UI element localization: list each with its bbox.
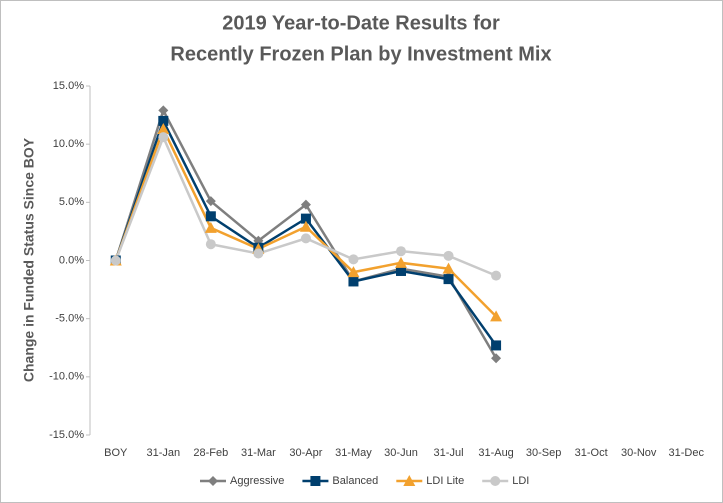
x-tick-label: 31-Jan [146,447,180,459]
y-tick-label: 15.0% [53,80,84,92]
marker [396,265,406,276]
x-tick-label: 28-Feb [193,447,228,459]
x-tick-label: 31-May [335,447,372,459]
legend-label: LDI [512,475,529,487]
marker [204,221,217,233]
marker [158,105,169,116]
x-tick-label: 31-Oct [575,447,608,459]
x-tick-label: 31-Dec [668,447,704,459]
marker [348,254,359,265]
marker [443,250,454,261]
chart-title: Recently Frozen Plan by Investment Mix [170,43,551,65]
marker [490,476,501,486]
y-tick-label: -5.0% [55,313,84,325]
marker [253,248,264,259]
marker [300,199,311,210]
y-tick-label: 0.0% [59,254,84,266]
x-tick-label: 30-Jun [384,447,418,459]
legend-label: Balanced [332,475,378,487]
marker [348,276,359,287]
marker [403,475,416,486]
x-tick-label: 30-Nov [621,447,657,459]
y-tick-label: 5.0% [59,196,84,208]
marker [300,213,311,224]
marker [490,310,503,322]
marker [110,255,121,266]
marker [205,211,216,222]
legend-label: Aggressive [230,475,284,487]
marker [491,270,502,281]
marker [157,123,170,135]
marker [443,274,454,285]
y-tick-label: -10.0% [49,371,84,383]
x-tick-label: 31-Aug [478,447,513,459]
chart-title: 2019 Year-to-Date Results for [222,12,500,34]
x-tick-label: 31-Mar [241,447,276,459]
x-tick-label: BOY [104,447,128,459]
marker [395,256,407,268]
y-tick-label: 10.0% [53,138,84,150]
marker [491,340,502,351]
x-tick-label: 31-Jul [434,447,464,459]
marker [491,353,502,364]
marker [208,476,218,486]
marker [205,239,216,250]
x-tick-label: 30-Apr [289,447,322,459]
marker [310,476,321,486]
legend-label: LDI Lite [426,475,464,487]
x-tick-label: 30-Sep [526,447,561,459]
marker [205,196,216,207]
marker [158,132,169,143]
marker [299,220,312,232]
marker [347,266,360,278]
y-tick-label: -15.0% [49,429,84,441]
marker [396,246,406,257]
y-axis-label: Change in Funded Status Since BOY [21,137,37,382]
marker [442,262,455,274]
marker [158,115,169,126]
marker [300,233,311,244]
